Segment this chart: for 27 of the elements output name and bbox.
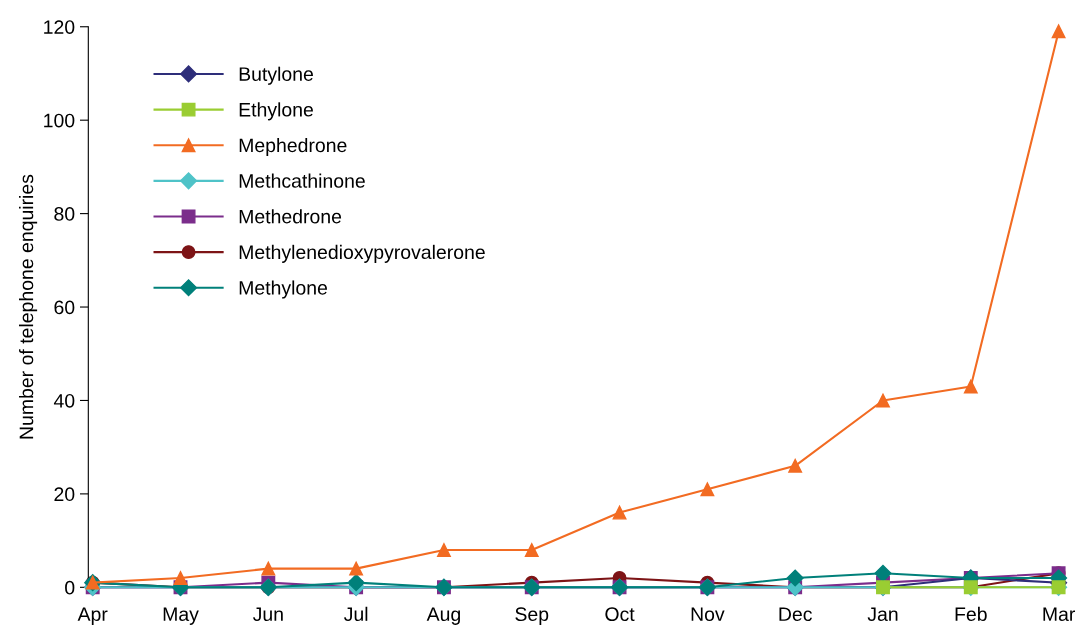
x-tick-label: Sep: [515, 607, 549, 625]
y-tick-label: 80: [54, 207, 75, 221]
x-tick-label: Mar: [1043, 607, 1076, 622]
legend-label: Methylenedioxypyrovalerone: [239, 244, 485, 263]
x-tick-label: Nov: [691, 607, 725, 622]
x-tick-label: Jan: [867, 607, 898, 622]
legend-label: Butylone: [239, 66, 313, 85]
legend-label: Methcathinone: [239, 173, 365, 188]
x-tick-label: Dec: [779, 607, 812, 622]
y-axis-title: Number of telephone enquiries: [19, 174, 38, 439]
x-tick-label: Jul: [344, 606, 368, 622]
legend-label: Methedrone: [239, 209, 342, 224]
legend-label: Mephedrone: [239, 137, 347, 157]
legend-label: Methylone: [239, 280, 328, 299]
y-tick-label: 0: [65, 580, 75, 595]
x-tick-label: May: [163, 607, 199, 625]
y-tick-label: 60: [54, 300, 75, 315]
x-tick-label: Feb: [955, 606, 987, 622]
x-tick-label: Oct: [605, 607, 635, 622]
legend-label: Ethylone: [239, 102, 313, 121]
x-tick-label: Aug: [426, 607, 460, 625]
x-tick-label: Apr: [77, 607, 108, 625]
x-tick-label: Jun: [252, 607, 283, 622]
y-tick-label: 100: [44, 113, 75, 128]
y-tick-label: 20: [54, 487, 75, 502]
y-tick-label: 120: [44, 20, 75, 34]
y-tick-label: 40: [53, 393, 75, 408]
